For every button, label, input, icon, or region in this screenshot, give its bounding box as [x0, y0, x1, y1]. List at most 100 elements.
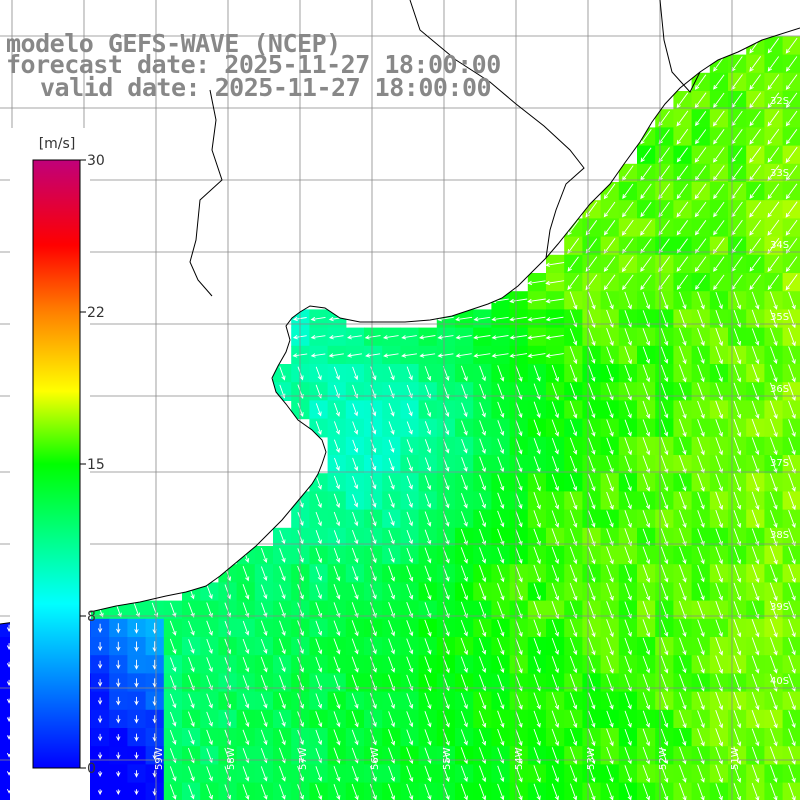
- wind-arrow: [715, 400, 723, 420]
- wind-arrow: [134, 715, 139, 724]
- wind-arrow: [169, 711, 177, 727]
- wind-arrow: [479, 365, 486, 382]
- wind-arrow: [679, 473, 687, 492]
- wind-arrow: [478, 692, 487, 710]
- wind-arrow: [788, 637, 796, 656]
- wind-arrow: [370, 547, 377, 564]
- wind-arrow: [658, 110, 670, 127]
- wind-arrow: [751, 528, 760, 547]
- wind-arrow: [697, 419, 705, 438]
- wind-arrow: [733, 510, 742, 529]
- wind-arrow: [206, 784, 213, 800]
- wind-arrow: [624, 328, 632, 346]
- wind-arrow: [606, 564, 614, 583]
- wind-arrow: [278, 638, 286, 655]
- wind-arrow: [461, 457, 468, 472]
- wind-arrow: [624, 564, 632, 583]
- wind-arrow: [588, 765, 596, 783]
- wind-arrow: [715, 582, 723, 601]
- wind-arrow: [642, 528, 651, 546]
- wind-arrow: [406, 511, 413, 527]
- wind-arrow: [260, 784, 268, 800]
- wind-arrow: [315, 403, 322, 417]
- coastline: [0, 0, 800, 625]
- wind-arrow: [479, 456, 486, 473]
- wind-arrow: [242, 711, 250, 728]
- wind-arrow: [751, 437, 760, 456]
- wind-arrow: [515, 564, 523, 583]
- wind-arrow: [351, 729, 359, 746]
- wind-arrow: [169, 729, 177, 746]
- wind-arrow: [767, 183, 780, 200]
- wind-arrow: [315, 620, 323, 636]
- wind-arrow: [333, 511, 341, 527]
- wind-arrow: [533, 710, 541, 728]
- wind-arrow: [676, 238, 688, 254]
- wind-arrow: [660, 564, 669, 583]
- wind-arrow: [388, 512, 395, 527]
- wind-arrow: [334, 457, 340, 472]
- wind-arrow: [242, 693, 250, 709]
- wind-arrow: [169, 602, 177, 618]
- wind-arrow: [624, 747, 632, 765]
- wind-arrow: [206, 657, 213, 673]
- border-line: [409, 0, 585, 259]
- wind-arrow: [388, 493, 395, 509]
- wind-arrow: [242, 638, 250, 655]
- wind-arrow: [715, 455, 723, 474]
- wind-arrow: [551, 564, 560, 583]
- wind-arrow: [569, 419, 578, 437]
- wind-arrow: [401, 335, 417, 340]
- wind-arrow: [206, 602, 213, 618]
- wind-arrow: [351, 711, 359, 728]
- wind-arrow: [279, 711, 286, 727]
- wind-arrow: [785, 201, 798, 218]
- wind-arrow: [419, 353, 436, 358]
- wind-arrow: [588, 383, 596, 401]
- wind-arrow: [260, 566, 268, 582]
- wind-arrow: [424, 692, 432, 710]
- longitude-label: 55W: [442, 747, 453, 770]
- latitude-label: 38S: [770, 530, 789, 541]
- wind-arrow: [769, 637, 778, 656]
- wind-cell: [782, 564, 800, 583]
- wind-arrow: [697, 328, 705, 347]
- wind-arrow: [624, 291, 632, 310]
- wind-arrow: [733, 455, 742, 474]
- wind-arrow: [588, 492, 596, 510]
- wind-arrow: [588, 710, 596, 728]
- wind-arrow: [352, 439, 359, 453]
- wind-arrow: [751, 455, 760, 474]
- wind-arrow: [533, 765, 541, 783]
- wind-arrow: [533, 564, 541, 583]
- wind-arrow: [479, 510, 487, 528]
- latitude-label: 37S: [770, 458, 789, 469]
- wind-arrow: [767, 128, 780, 145]
- longitude-label: 57W: [298, 747, 309, 770]
- wind-arrow: [624, 728, 632, 747]
- wind-arrow: [97, 642, 103, 652]
- wind-arrow: [333, 711, 341, 728]
- wind-arrow: [621, 219, 634, 236]
- wind-arrow: [424, 365, 432, 382]
- wind-arrow: [369, 729, 377, 746]
- wind-arrow: [134, 623, 139, 634]
- wind-arrow: [260, 766, 268, 782]
- wind-arrow: [606, 382, 614, 401]
- wind-arrow: [587, 601, 596, 620]
- wind-cell: [782, 691, 800, 711]
- wind-arrow: [788, 546, 796, 565]
- wind-arrow: [515, 728, 523, 747]
- wind-arrow: [460, 656, 468, 673]
- wind-arrow: [642, 764, 651, 783]
- wind-arrow: [551, 710, 560, 729]
- wind-arrow: [679, 619, 687, 638]
- wind-arrow: [352, 494, 359, 508]
- wind-arrow: [642, 692, 651, 710]
- wind-arrow: [533, 510, 541, 528]
- wind-arrow: [660, 546, 669, 565]
- wind-arrow: [515, 419, 523, 437]
- wind-arrow: [658, 274, 670, 291]
- wind-arrow: [279, 620, 286, 637]
- wind-arrow: [715, 291, 723, 310]
